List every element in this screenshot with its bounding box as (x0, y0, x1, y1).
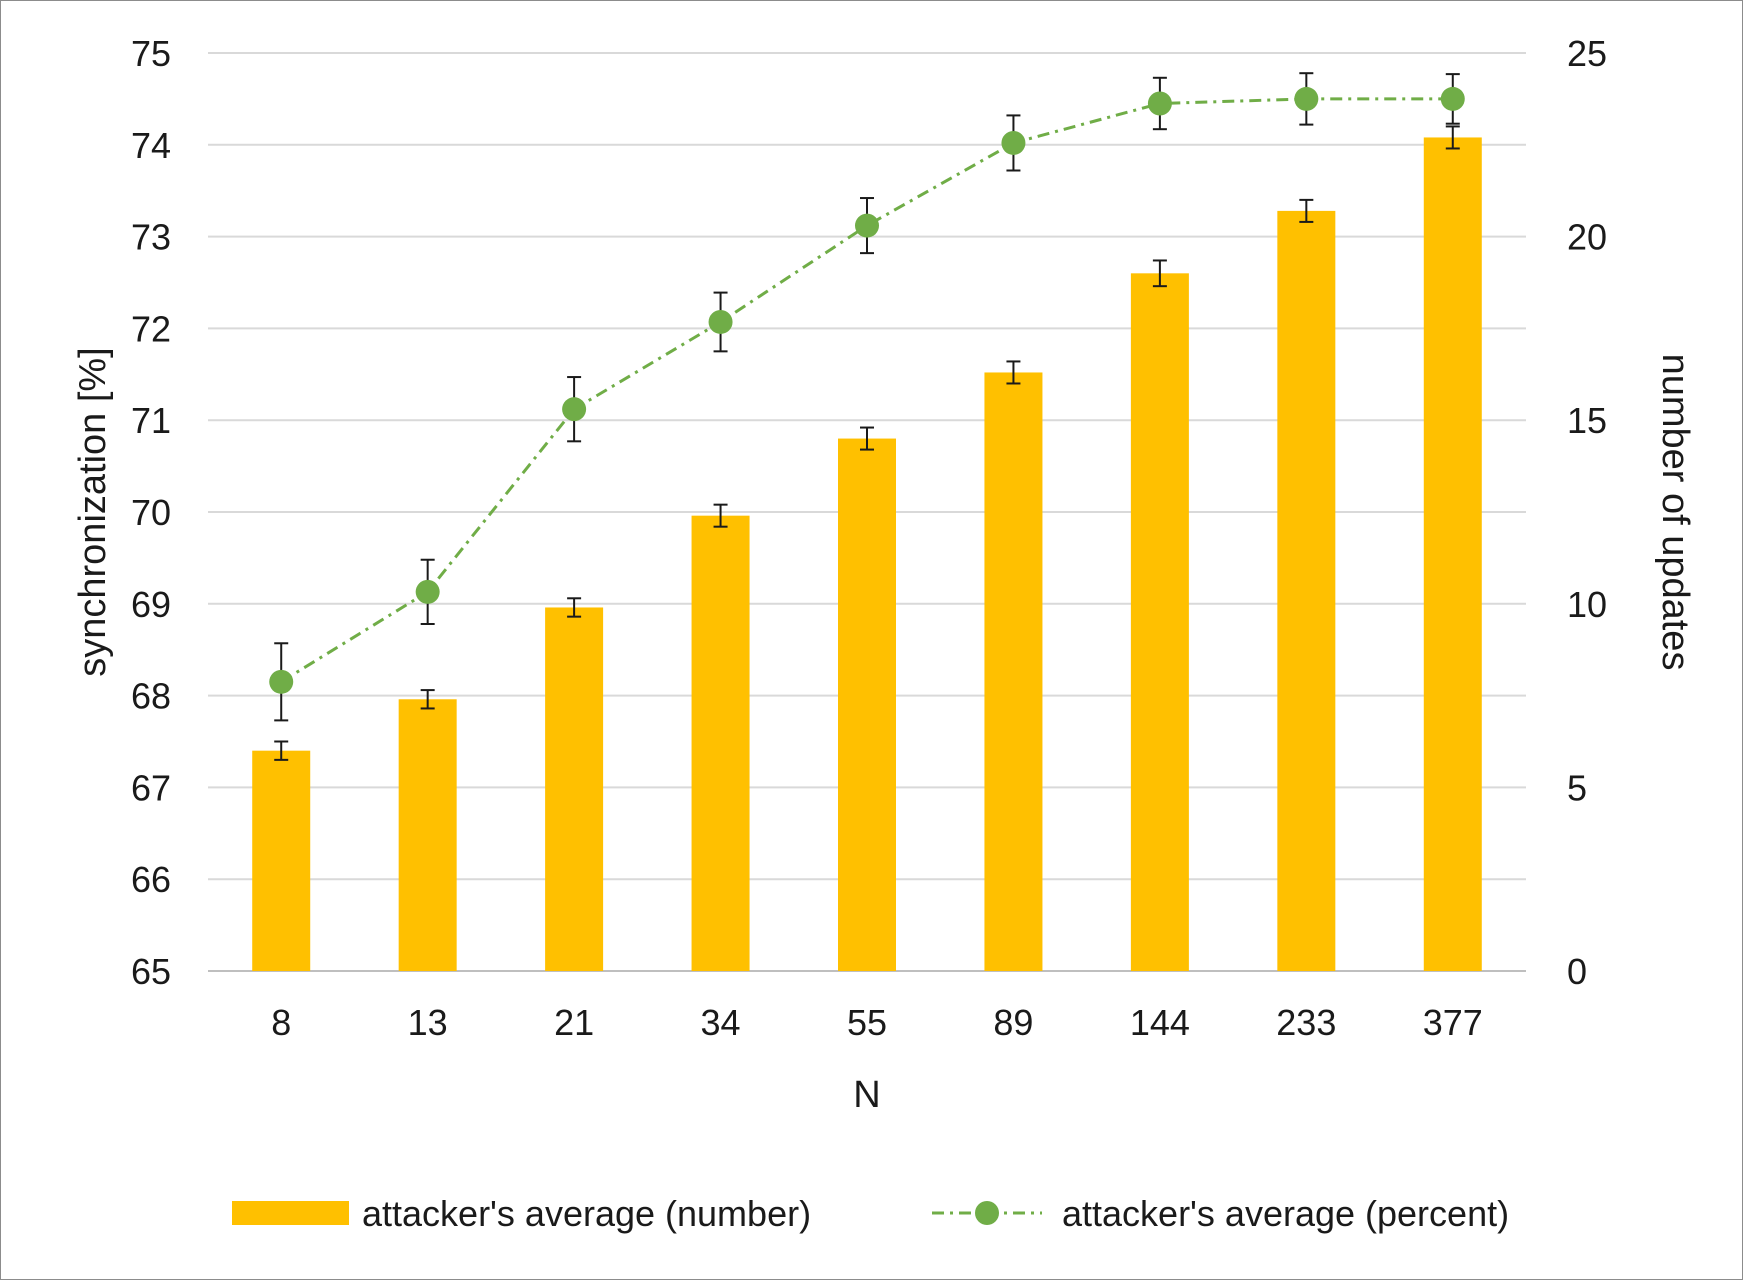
right-axis-title: number of updates (1654, 354, 1696, 671)
line-point (562, 397, 587, 422)
bar-error (713, 503, 728, 528)
right-tick-label: 20 (1567, 217, 1607, 258)
left-tick-label: 75 (131, 33, 171, 74)
left-tick-label: 73 (131, 217, 171, 258)
right-axis-ticks: 0 5 10 15 20 25 (1567, 33, 1607, 992)
left-tick-label: 69 (131, 584, 171, 625)
line-markers (269, 86, 1465, 694)
line-point (1440, 86, 1465, 111)
right-tick-label: 25 (1567, 33, 1607, 74)
bar (984, 372, 1043, 971)
x-tick-label: 13 (408, 1002, 448, 1043)
legend-line-label: attacker's average (percent) (1062, 1193, 1509, 1234)
x-tick-label: 55 (847, 1002, 887, 1043)
left-axis-ticks: 65 66 67 68 69 70 71 72 73 74 75 (131, 33, 171, 992)
line-point (708, 309, 733, 334)
x-tick-label: 233 (1276, 1002, 1336, 1043)
bar-error (1152, 259, 1167, 288)
bar-error (1006, 360, 1021, 385)
bar-error (274, 740, 289, 761)
bar (1423, 137, 1482, 971)
bar-error-bars (274, 125, 1460, 761)
bar (252, 750, 311, 971)
left-tick-label: 70 (131, 492, 171, 533)
x-tick-label: 34 (701, 1002, 741, 1043)
left-tick-label: 71 (131, 400, 171, 441)
left-tick-label: 65 (131, 951, 171, 992)
left-tick-label: 66 (131, 859, 171, 900)
line-point (855, 213, 879, 238)
legend: attacker's average (number) attacker's a… (232, 1193, 1509, 1234)
left-tick-label: 72 (131, 308, 171, 349)
left-tick-label: 68 (131, 676, 171, 717)
legend-bar-swatch (232, 1201, 349, 1225)
left-axis-title: synchronization [%] (72, 347, 114, 677)
bar-error (860, 426, 874, 451)
bar-error (420, 689, 435, 710)
legend-line-marker (975, 1201, 999, 1225)
x-tick-label: 144 (1130, 1002, 1190, 1043)
series-line (280, 97, 1453, 684)
left-tick-label: 74 (131, 125, 171, 166)
line-series (280, 97, 1453, 684)
x-tick-label: 21 (554, 1002, 594, 1043)
bar-error (567, 597, 582, 618)
bar-error (1299, 198, 1314, 223)
bar (545, 607, 604, 971)
right-tick-label: 15 (1567, 400, 1607, 441)
bar (398, 699, 457, 971)
right-tick-label: 10 (1567, 584, 1607, 625)
right-tick-label: 5 (1567, 767, 1587, 808)
legend-bar-label: attacker's average (number) (362, 1193, 811, 1234)
bar (1277, 210, 1336, 971)
x-tick-label: 377 (1423, 1002, 1483, 1043)
right-tick-label: 0 (1567, 951, 1587, 992)
x-axis-title: N (853, 1074, 880, 1116)
line-point (1001, 130, 1026, 155)
x-axis-ticks: 8 13 21 34 55 89 144 233 377 (271, 1002, 1483, 1043)
line-point (415, 579, 440, 604)
x-tick-label: 8 (271, 1002, 291, 1043)
bar (691, 515, 750, 971)
bar (1130, 273, 1189, 971)
x-tick-label: 89 (993, 1002, 1033, 1043)
bar (838, 438, 896, 971)
line-point (1147, 91, 1172, 116)
line-point (1294, 86, 1319, 111)
line-point (269, 669, 294, 694)
bar-series (252, 137, 1482, 971)
left-tick-label: 67 (131, 767, 171, 808)
bar-error (1445, 125, 1460, 150)
